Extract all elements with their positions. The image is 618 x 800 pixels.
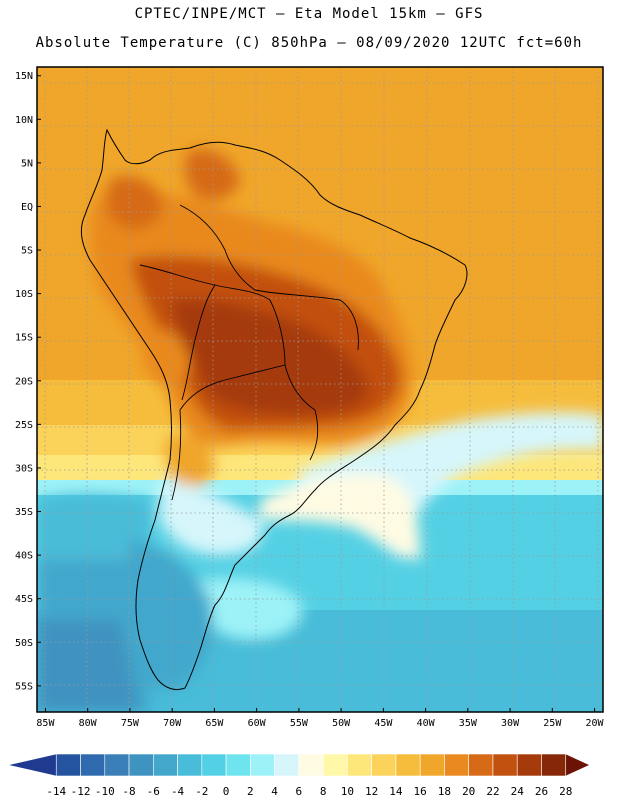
lat-label-10n: 10N [15,115,33,126]
colorbar-label: 6 [296,785,303,798]
lon-label-30w: 30W [501,718,520,729]
lat-label-15n: 15N [15,71,33,82]
title-line-2: Absolute Temperature (C) 850hPa – 08/09/… [35,35,583,51]
colorbar-label: 26 [535,785,548,798]
coastline [80,128,468,691]
colorbar-swatch [347,753,372,777]
lon-label-50w: 50W [332,718,351,729]
lon-label-20w: 20W [586,718,605,729]
colorbar-swatch [225,753,251,777]
lon-label-25w: 25W [543,718,562,729]
colorbar-swatch [274,753,300,777]
lon-label-75w: 75W [121,718,140,729]
colorbar-label: 28 [559,785,572,798]
colorbar-swatch [565,753,591,777]
colorbar-label: 24 [511,785,525,798]
lat-label-40s: 40S [15,551,33,562]
colorbar-swatch [7,753,57,777]
colorbar-label: 8 [320,785,327,798]
colorbar-swatch [128,753,154,777]
map-frame [36,66,604,713]
colorbar-swatch [492,753,518,777]
colorbar-swatch [468,753,494,777]
lat-label-15s: 15S [15,333,33,344]
lat-label-55s: 55S [15,681,33,692]
colorbar-swatch [395,753,421,777]
lat-label-eq: EQ [21,202,33,213]
colorbar: -14 -12 -10 -8 -6 -4 -2 0 2 4 6 8 10 12 14 16 18 20 22 24 26… [7,753,591,798]
colorbar-label: 4 [271,785,278,798]
country-borders [139,204,359,501]
lat-label-35s: 35S [15,507,33,518]
lat-label-5s: 5S [21,246,33,257]
latitude-labels: 15N 10N 5N EQ 5S 10S 15S 20S 25S 30S 35S 40S 45S 50S 5… [15,71,41,692]
colorbar-label: -4 [171,785,185,798]
lat-label-5n: 5N [21,158,33,169]
colorbar-label: 0 [223,785,230,798]
lat-label-25s: 25S [15,420,33,431]
colorbar-label: 2 [247,785,254,798]
colorbar-label: -2 [195,785,208,798]
longitude-labels: 85W 80W 75W 70W 65W 60W 55W 50W 45W 40W 35W 30W 25W 2… [36,708,605,729]
colorbar-swatch [419,753,445,777]
colorbar-label: 10 [341,785,354,798]
lon-label-45w: 45W [374,718,393,729]
lon-label-35w: 35W [459,718,478,729]
lat-label-20s: 20S [15,376,33,387]
colorbar-swatch [322,753,348,777]
lat-label-45s: 45S [15,594,33,605]
colorbar-label: 20 [462,785,475,798]
colorbar-label: -10 [95,785,115,798]
lon-label-70w: 70W [163,718,182,729]
colorbar-swatch [153,753,178,777]
colorbar-label: 16 [414,785,427,798]
colorbar-label: 12 [365,785,378,798]
colorbar-label: -12 [71,785,91,798]
lon-label-40w: 40W [417,718,436,729]
colorbar-label: 14 [389,785,403,798]
colorbar-swatch [201,753,227,777]
colorbar-swatch [177,753,203,777]
colorbar-swatch [104,753,130,777]
colorbar-swatch [371,753,397,777]
lon-label-55w: 55W [290,718,309,729]
colorbar-swatch [516,753,542,777]
title-line-1: CPTEC/INPE/MCT – Eta Model 15km – GFS [134,6,484,22]
lat-label-50s: 50S [15,638,33,649]
colorbar-label: -14 [46,785,66,798]
colorbar-swatch [541,753,567,777]
lon-label-80w: 80W [79,718,98,729]
colorbar-swatch [250,753,275,777]
colorbar-label: -8 [122,785,135,798]
lon-label-65w: 65W [205,718,224,729]
lat-label-30s: 30S [15,463,33,474]
temperature-field [37,67,603,712]
colorbar-label: -6 [147,785,160,798]
colorbar-swatch [80,753,106,777]
lon-label-60w: 60W [248,718,267,729]
colorbar-swatch [55,753,81,777]
colorbar-label: 22 [486,785,499,798]
colorbar-swatch [298,753,324,777]
lat-label-10s: 10S [15,289,33,300]
lon-label-85w: 85W [36,718,55,729]
colorbar-label: 18 [438,785,451,798]
colorbar-swatch [444,753,469,777]
